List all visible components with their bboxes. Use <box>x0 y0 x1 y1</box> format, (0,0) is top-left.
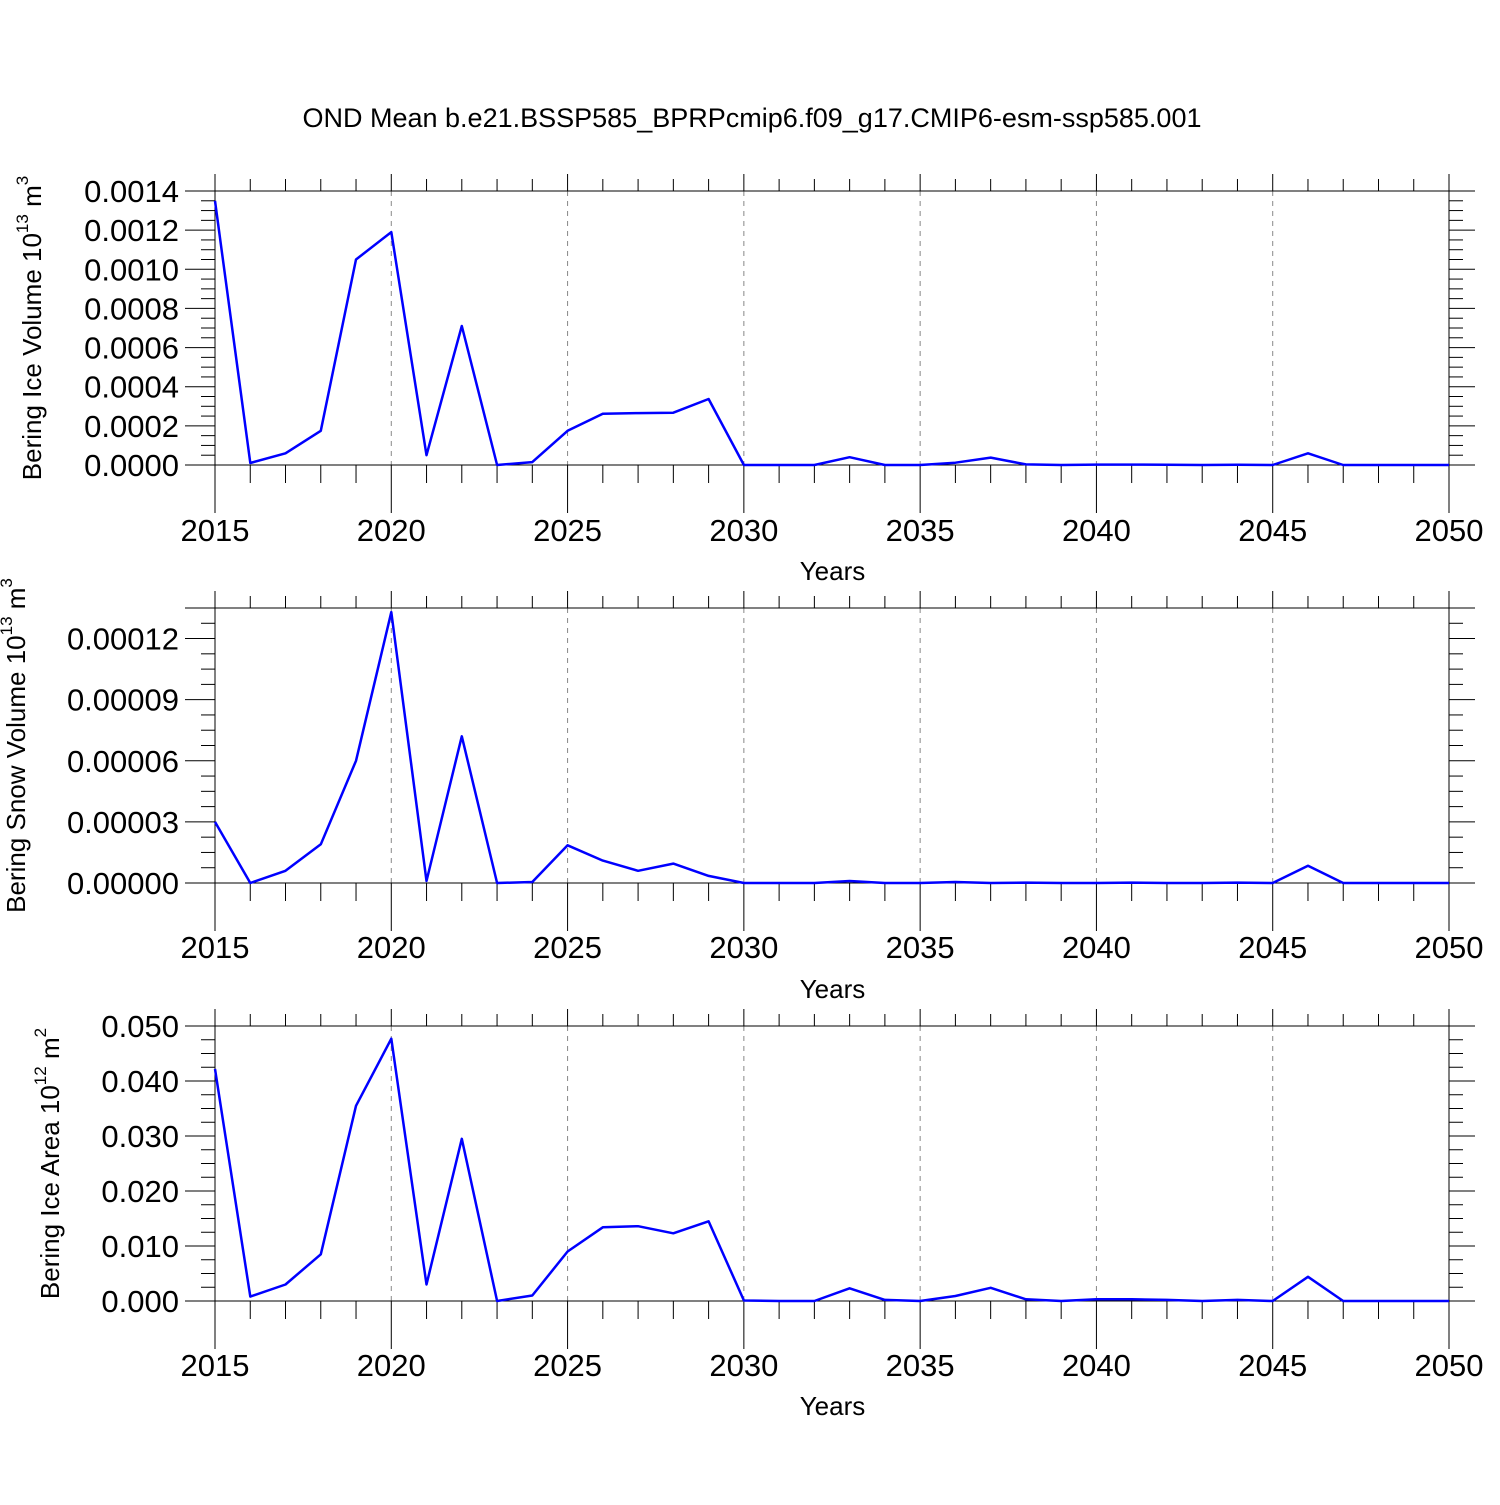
y-tick-label: 0.00003 <box>67 805 179 840</box>
y-axis-label: Bering Ice Volume 1013 m3 <box>13 176 46 480</box>
x-tick-label: 2040 <box>1062 930 1131 965</box>
y-tick-label: 0.0006 <box>84 331 179 366</box>
x-tick-label: 2020 <box>357 1348 426 1383</box>
y-tick-label: 0.0000 <box>84 448 179 483</box>
y-tick-label: 0.00009 <box>67 683 179 718</box>
x-tick-label: 2040 <box>1062 513 1131 548</box>
chart-title: OND Mean b.e21.BSSP585_BPRPcmip6.f09_g17… <box>303 103 1202 133</box>
y-tick-label: 0.00012 <box>67 622 179 657</box>
x-tick-label: 2045 <box>1238 513 1307 548</box>
x-tick-label: 2040 <box>1062 1348 1131 1383</box>
chart-panel-3: 2015 2020 2025 2030 2035 2040 2045 2050 0.000 0.0… <box>31 1009 1483 1421</box>
y-axis-label: Bering Ice Area 1012 m2 <box>31 1028 64 1299</box>
x-axis-label: Years <box>800 974 866 1004</box>
chart-panel-2: 2015 2020 2025 2030 2035 2040 2045 2050 0.00000 0… <box>0 578 1483 1004</box>
series-line <box>213 200 1449 467</box>
x-tick-label: 2025 <box>533 930 602 965</box>
y-tick-label: 0.050 <box>101 1009 179 1044</box>
series-line <box>213 610 1449 885</box>
y-tick-label: 0.030 <box>101 1119 179 1154</box>
x-axis-label: Years <box>800 1391 866 1421</box>
x-axis-label: Years <box>800 556 866 586</box>
x-tick-label: 2035 <box>886 1348 955 1383</box>
y-tick-label: 0.00000 <box>67 866 179 901</box>
y-tick-label: 0.00006 <box>67 744 179 779</box>
x-tick-label: 2020 <box>357 930 426 965</box>
x-tick-label: 2025 <box>533 513 602 548</box>
x-tick-label: 2015 <box>181 513 250 548</box>
x-tick-label: 2050 <box>1415 513 1484 548</box>
x-tick-label: 2015 <box>181 930 250 965</box>
x-tick-label: 2045 <box>1238 1348 1307 1383</box>
chart-panel-1: 2015 2020 2025 2030 2035 2040 2045 2050 0.0000 0.… <box>13 174 1483 586</box>
series-line <box>213 1037 1449 1303</box>
x-tick-label: 2030 <box>709 513 778 548</box>
y-tick-label: 0.0008 <box>84 291 179 326</box>
x-tick-label: 2035 <box>886 930 955 965</box>
x-tick-label: 2035 <box>886 513 955 548</box>
y-tick-label: 0.000 <box>101 1284 179 1319</box>
y-tick-label: 0.010 <box>101 1229 179 1264</box>
y-axis-label: Bering Snow Volume 1013 m3 <box>0 578 31 913</box>
x-tick-label: 2030 <box>709 930 778 965</box>
x-tick-label: 2025 <box>533 1348 602 1383</box>
y-tick-label: 0.0012 <box>84 213 179 248</box>
x-tick-label: 2030 <box>709 1348 778 1383</box>
x-tick-label: 2050 <box>1415 930 1484 965</box>
y-tick-label: 0.0002 <box>84 409 179 444</box>
y-tick-label: 0.020 <box>101 1174 179 1209</box>
y-tick-label: 0.0014 <box>84 174 179 209</box>
y-tick-label: 0.0004 <box>84 370 179 405</box>
y-tick-label: 0.040 <box>101 1064 179 1099</box>
x-tick-label: 2045 <box>1238 930 1307 965</box>
x-tick-label: 2020 <box>357 513 426 548</box>
y-tick-label: 0.0010 <box>84 252 179 287</box>
x-tick-label: 2050 <box>1415 1348 1484 1383</box>
x-tick-label: 2015 <box>181 1348 250 1383</box>
